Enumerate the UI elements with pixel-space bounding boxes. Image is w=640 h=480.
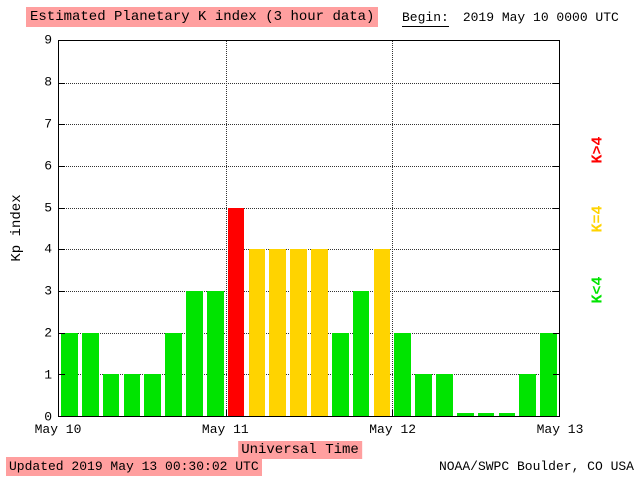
kp-bar: [394, 332, 412, 416]
kp-bar: [81, 332, 99, 416]
kp-bar: [519, 374, 537, 416]
y-axis-label: Kp index: [9, 194, 25, 262]
kp-bar: [456, 413, 474, 416]
source-attribution: NOAA/SWPC Boulder, CO USA: [438, 459, 634, 474]
kp-bar: [540, 332, 557, 416]
axis-ticks: [59, 41, 559, 416]
y-tick-label: 7: [44, 116, 52, 132]
begin-value: 2019 May 10 0000 UTC: [462, 10, 619, 25]
kp-bar: [373, 249, 391, 416]
y-tick-label: 5: [44, 200, 52, 216]
legend-k-gt-4: K>4: [589, 136, 607, 164]
y-tick-label: 8: [44, 74, 52, 90]
kp-bar: [352, 291, 370, 416]
begin-label: Begin:: [402, 10, 449, 27]
kp-bar: [123, 374, 141, 416]
legend-k-lt-4: K<4: [589, 276, 607, 304]
y-tick-label: 4: [44, 241, 52, 257]
legend-k-eq-4: K=4: [589, 205, 607, 233]
kp-bar: [498, 413, 516, 416]
kp-bar: [436, 374, 453, 416]
kp-bar: [227, 207, 245, 416]
x-tick-may13: May 13: [536, 422, 584, 437]
kp-bars: [59, 41, 559, 416]
x-tick-may11: May 11: [201, 422, 249, 437]
kp-bar: [331, 332, 349, 416]
kp-bar: [248, 249, 266, 416]
updated-timestamp: Updated 2019 May 13 00:30:02 UTC: [6, 457, 262, 476]
kp-bar: [102, 374, 120, 416]
kp-bar: [477, 413, 495, 416]
y-tick-label: 9: [44, 32, 52, 48]
kp-bar: [165, 332, 182, 416]
kp-bar: [269, 249, 287, 416]
y-tick-label: 0: [44, 409, 52, 425]
kp-bar: [61, 332, 78, 416]
gridlines: [59, 41, 559, 416]
y-tick-label: 1: [44, 367, 52, 383]
y-tick-label: 6: [44, 158, 52, 174]
x-axis-label: Universal Time: [238, 441, 362, 459]
kp-bar: [206, 291, 224, 416]
y-tick-label: 3: [44, 283, 52, 299]
chart-title: Estimated Planetary K index (3 hour data…: [26, 7, 379, 27]
kp-bar: [144, 374, 162, 416]
y-axis-tick-labels: 0 1 2 3 4 5 6 7 8 9: [34, 33, 54, 425]
x-tick-may12: May 12: [369, 422, 417, 437]
y-tick-label: 2: [44, 325, 52, 341]
kp-bar: [311, 249, 328, 416]
begin-timestamp: Begin: 2019 May 10 0000 UTC: [402, 10, 619, 27]
kp-bar: [290, 249, 307, 416]
kp-bar: [415, 374, 432, 416]
x-axis-tick-labels: May 10 May 11 May 12 May 13: [35, 422, 584, 438]
kp-bar: [186, 291, 203, 416]
x-tick-may10: May 10: [34, 422, 82, 437]
plot-area: [58, 40, 560, 417]
